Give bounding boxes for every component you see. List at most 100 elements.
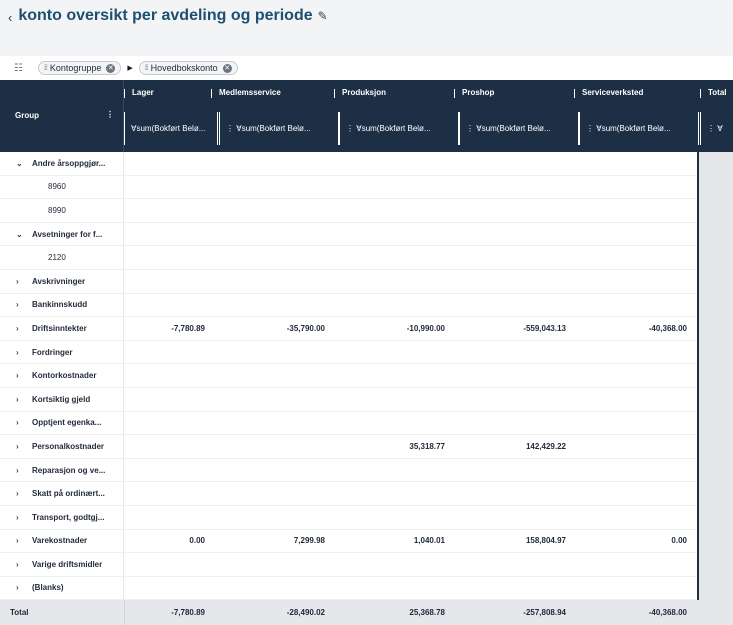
value-cell: 158,804.97 <box>525 536 566 546</box>
row-label: Varekostnader <box>32 536 88 546</box>
chevron-right-icon[interactable]: › <box>16 323 19 333</box>
table-row[interactable]: › Varekostnader 0.00 7,299.98 1,040.01 158,80… <box>0 529 733 554</box>
group-cell[interactable]: › Avskrivninger <box>0 269 124 293</box>
measure-label: ⋮ ∀ <box>700 112 733 145</box>
table-row[interactable]: › (Blanks) <box>0 576 733 601</box>
group-cell[interactable]: › Driftsinntekter <box>0 317 124 340</box>
chevron-right-icon[interactable]: › <box>16 536 19 546</box>
group-chip-kontogruppe[interactable]: ⁞⁞⁞ Kontogruppe ✕ <box>37 61 122 75</box>
row-label: Avskrivninger <box>32 276 86 286</box>
table-row[interactable]: 8990 <box>0 199 733 223</box>
group-cell[interactable]: › Opptjent egenka... <box>0 411 124 435</box>
group-cell[interactable]: › Varige driftsmidler <box>0 553 124 576</box>
grip-icon: ⁞⁞⁞ <box>144 64 149 72</box>
title-bar: ‹ konto oversikt per avdeling og periode… <box>0 0 733 56</box>
row-label: 2120 <box>0 246 124 269</box>
measure-label: ∀sum(Bokført Belø... <box>124 112 218 145</box>
group-cell[interactable]: ⌄ Avsetninger for f... <box>0 222 124 246</box>
group-cell[interactable]: › Skatt på ordinært... <box>0 482 124 505</box>
table-row[interactable]: › Skatt på ordinært... <box>0 482 733 506</box>
chevron-right-icon[interactable]: › <box>16 371 19 381</box>
chevron-right-icon[interactable]: › <box>16 465 19 475</box>
group-cell[interactable]: ⌄ Andre årsoppgjør... <box>0 152 124 175</box>
table-row[interactable]: › Reparasjon og ve... <box>0 458 733 483</box>
table-row[interactable]: › Kontorkostnader <box>0 364 733 388</box>
row-groups-list-icon[interactable]: ☷ <box>14 62 23 74</box>
value-cell: 1,040.01 <box>413 536 445 546</box>
header-separator <box>334 89 335 98</box>
table-row[interactable]: › Fordringer <box>0 340 733 365</box>
group-cell[interactable]: › Varekostnader <box>0 529 124 553</box>
group-chip-hovedbokskonto[interactable]: ⁞⁞⁞ Hovedbokskonto ✕ <box>138 61 238 75</box>
edit-pencil-icon[interactable]: ✎ <box>317 9 328 23</box>
column-header-label: Medlemsservice <box>219 88 281 97</box>
value-cell: -7,780.89 <box>171 323 205 333</box>
group-cell[interactable]: › (Blanks) <box>0 576 124 600</box>
table-row[interactable]: › Varige driftsmidler <box>0 553 733 577</box>
column-header-label: Serviceverksted <box>582 88 644 97</box>
chevron-right-icon[interactable]: › <box>16 276 19 286</box>
table-row[interactable]: ⌄ Andre årsoppgjør... <box>0 152 733 176</box>
total-value-cell: -257,808.94 <box>523 608 566 617</box>
table-row[interactable]: › Transport, godtgj... <box>0 505 733 530</box>
total-value-cell: -7,780.89 <box>171 608 205 617</box>
chip-label: Kontogruppe <box>49 63 102 73</box>
row-label: Avsetninger for f... <box>32 229 103 239</box>
chevron-right-icon[interactable]: › <box>16 394 19 404</box>
group-column-header[interactable]: Group ⋮ <box>0 80 124 152</box>
grid-body: ⌄ Andre årsoppgjør... 8960 8990 ⌄ Avsetninger… <box>0 152 733 601</box>
group-cell[interactable]: › Reparasjon og ve... <box>0 458 124 482</box>
row-label: Reparasjon og ve... <box>32 465 106 475</box>
value-cell: -35,790.00 <box>286 323 325 333</box>
chevron-right-icon[interactable]: › <box>16 583 19 593</box>
value-cell: 0.00 <box>189 536 205 546</box>
header-separator <box>454 89 455 98</box>
row-label: Transport, godtgj... <box>32 512 105 522</box>
table-row[interactable]: 8960 <box>0 175 733 200</box>
group-cell[interactable]: › Transport, godtgj... <box>0 505 124 529</box>
chip-label: Hovedbokskonto <box>150 63 218 73</box>
group-cell[interactable]: › Kontorkostnader <box>0 364 124 387</box>
chevron-right-icon[interactable]: › <box>16 559 19 569</box>
column-header-label: Produksjon <box>342 88 387 97</box>
chevron-down-icon[interactable]: ⌄ <box>16 158 23 168</box>
chevron-right-icon[interactable]: › <box>16 512 19 522</box>
table-row[interactable]: › Opptjent egenka... <box>0 411 733 436</box>
table-row[interactable]: › Driftsinntekter -7,780.89 -35,790.00 -10,9… <box>0 317 733 341</box>
back-chevron-icon[interactable]: ‹ <box>8 10 13 25</box>
chevron-right-icon[interactable]: › <box>16 347 19 357</box>
column-header-label: Proshop <box>462 88 495 97</box>
group-cell[interactable]: › Fordringer <box>0 340 124 364</box>
group-cell[interactable]: › Personalkostnader <box>0 435 124 458</box>
column-header-label: Lager <box>132 88 154 97</box>
row-label: Kortsiktig gjeld <box>32 394 91 404</box>
row-label: Andre årsoppgjør... <box>32 158 106 168</box>
table-row[interactable]: › Kortsiktig gjeld <box>0 387 733 412</box>
value-cell: 7,299.98 <box>293 536 325 546</box>
row-label: Fordringer <box>32 347 73 357</box>
column-header-label: Total <box>708 88 727 97</box>
table-row[interactable]: 2120 <box>0 246 733 270</box>
chevron-right-icon[interactable]: › <box>16 441 19 451</box>
header-separator <box>700 89 701 98</box>
table-row[interactable]: › Avskrivninger <box>0 269 733 294</box>
column-menu-icon[interactable]: ⋮ <box>106 110 114 119</box>
group-cell[interactable]: › Bankinnskudd <box>0 293 124 317</box>
row-group-toolbar: ☷ ⁞⁞⁞ Kontogruppe ✕ ▶ ⁞⁞⁞ Hovedbokskonto… <box>0 56 733 80</box>
chevron-right-icon[interactable]: › <box>16 489 19 499</box>
remove-chip-icon[interactable]: ✕ <box>106 63 116 73</box>
chevron-right-icon[interactable]: › <box>16 300 19 310</box>
table-row[interactable]: › Personalkostnader 35,318.77 142,429.22 <box>0 435 733 459</box>
remove-chip-icon[interactable]: ✕ <box>222 63 232 73</box>
chevron-down-icon[interactable]: ⌄ <box>16 229 23 239</box>
table-row[interactable]: › Bankinnskudd <box>0 293 733 318</box>
pivot-grid: Group ⋮ Lager ∀sum(Bokført Belø... Medlems… <box>0 80 733 625</box>
row-label: Skatt på ordinært... <box>32 489 105 499</box>
group-header-label: Group <box>15 111 39 120</box>
group-cell[interactable]: › Kortsiktig gjeld <box>0 387 124 411</box>
table-row[interactable]: ⌄ Avsetninger for f... <box>0 222 733 247</box>
value-cell: 142,429.22 <box>525 441 566 451</box>
value-cell: -559,043.13 <box>523 323 566 333</box>
value-cell: -40,368.00 <box>648 323 687 333</box>
chevron-right-icon[interactable]: › <box>16 418 19 428</box>
